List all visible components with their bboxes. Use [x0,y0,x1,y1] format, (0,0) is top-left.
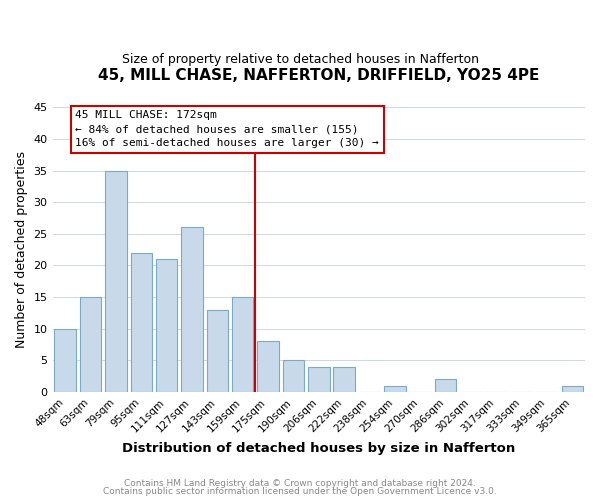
Bar [131,253,152,392]
Text: Size of property relative to detached houses in Nafferton: Size of property relative to detached ho… [121,52,479,66]
Y-axis label: Number of detached properties: Number of detached properties [15,151,28,348]
Bar [283,360,304,392]
Bar [562,386,583,392]
X-axis label: Distribution of detached houses by size in Nafferton: Distribution of detached houses by size … [122,442,515,455]
Bar [384,386,406,392]
Text: 45 MILL CHASE: 172sqm
← 84% of detached houses are smaller (155)
16% of semi-det: 45 MILL CHASE: 172sqm ← 84% of detached … [76,110,379,148]
Bar [232,297,253,392]
Bar [105,170,127,392]
Bar [334,366,355,392]
Text: Contains HM Land Registry data © Crown copyright and database right 2024.: Contains HM Land Registry data © Crown c… [124,478,476,488]
Bar [156,259,178,392]
Bar [257,342,279,392]
Bar [206,310,228,392]
Bar [308,366,329,392]
Bar [435,380,457,392]
Bar [181,228,203,392]
Title: 45, MILL CHASE, NAFFERTON, DRIFFIELD, YO25 4PE: 45, MILL CHASE, NAFFERTON, DRIFFIELD, YO… [98,68,539,82]
Bar [80,297,101,392]
Bar [55,328,76,392]
Text: Contains public sector information licensed under the Open Government Licence v3: Contains public sector information licen… [103,487,497,496]
